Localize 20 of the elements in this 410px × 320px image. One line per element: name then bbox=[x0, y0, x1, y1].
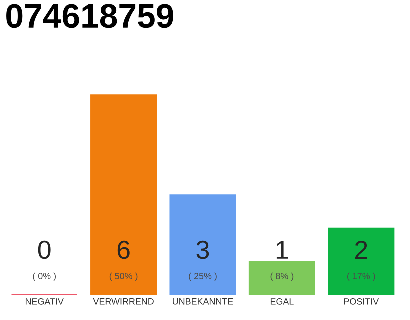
bar bbox=[248, 261, 316, 296]
x-tick-label: EGAL bbox=[270, 298, 294, 305]
annotation: ( 17% ) bbox=[348, 272, 376, 282]
annotation: ( 25% ) bbox=[189, 272, 217, 282]
annotation: ( 8% ) bbox=[270, 272, 294, 282]
bar bbox=[170, 194, 236, 296]
x-tick-label: NEGATIV bbox=[26, 298, 64, 305]
x-tick-label: UNBEKANNTE bbox=[173, 298, 234, 305]
annotation: ( 0% ) bbox=[33, 272, 56, 282]
data-label: 3 bbox=[196, 240, 210, 260]
x-tick-label: VERWIRREND bbox=[93, 298, 154, 305]
annotation: ( 50% ) bbox=[110, 272, 138, 282]
data-label: 1 bbox=[276, 241, 288, 259]
data-label: 6 bbox=[118, 240, 130, 260]
bar bbox=[90, 94, 158, 296]
chart-title: 074618759 bbox=[6, 4, 174, 28]
x-tick-label: POSITIV bbox=[344, 298, 380, 305]
data-label: 2 bbox=[355, 240, 368, 260]
bar bbox=[328, 228, 395, 296]
data-label: 0 bbox=[38, 240, 51, 260]
